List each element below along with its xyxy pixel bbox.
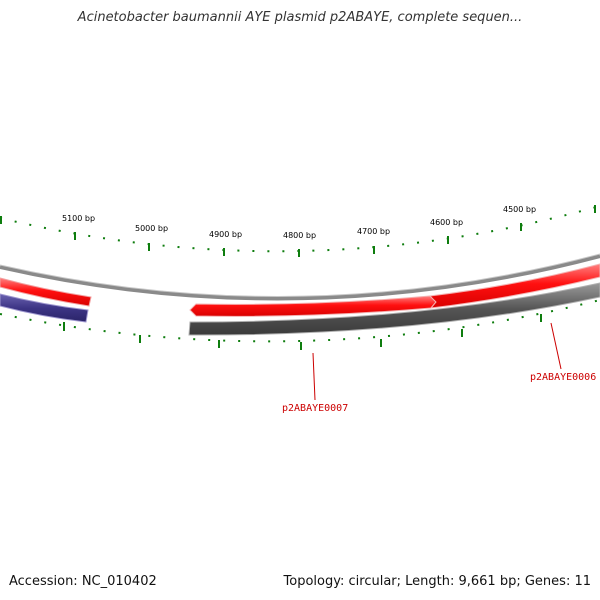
leader-line-p2ABAYE0006	[550, 322, 562, 370]
gene-left-reverse[interactable]	[0, 293, 89, 323]
topology-summary: Topology: circular; Length: 9,661 bp; Ge…	[283, 574, 591, 589]
ruler-label-4800: 4800 bp	[283, 231, 316, 240]
backbone-highlight	[0, 253, 600, 297]
ruler-labels: 5100 bp 5000 bp 4900 bp 4800 bp 4700 bp …	[62, 205, 536, 240]
ruler-label-4900: 4900 bp	[209, 230, 242, 239]
ruler-label-5000: 5000 bp	[135, 224, 168, 233]
gene-label-p2ABAYE0006[interactable]: p2ABAYE0006	[530, 372, 596, 383]
forward-genes	[0, 263, 600, 317]
gene-labels: p2ABAYE0007 p2ABAYE0006	[282, 322, 596, 414]
reverse-genes	[0, 282, 600, 336]
accession-text: Accession: NC_010402	[9, 574, 157, 589]
ruler-label-5100: 5100 bp	[62, 214, 95, 223]
backbone-arc	[0, 254, 600, 301]
ruler-label-4500: 4500 bp	[503, 205, 536, 214]
leader-line-p2ABAYE0007	[312, 352, 316, 401]
outer-tick-ruler	[0, 205, 600, 257]
ruler-label-4600: 4600 bp	[430, 218, 463, 227]
gene-label-p2ABAYE0007[interactable]: p2ABAYE0007	[282, 403, 348, 414]
gene-left-forward[interactable]	[0, 277, 92, 307]
inner-minor-ticks	[0, 299, 600, 343]
gene-p2ABAYE0006-reverse[interactable]	[188, 282, 600, 336]
inner-tick-ruler	[0, 299, 600, 350]
ruler-label-4700: 4700 bp	[357, 227, 390, 236]
map-title: Acinetobacter baumannii AYE plasmid p2AB…	[77, 10, 523, 25]
